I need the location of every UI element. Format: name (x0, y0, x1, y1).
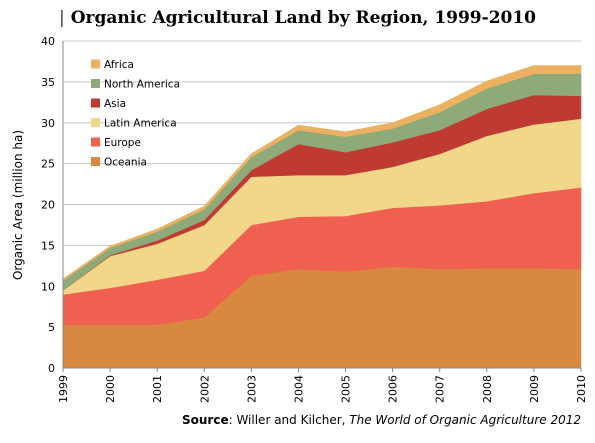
legend-swatch (91, 79, 100, 88)
y-tick-label: 0 (48, 362, 55, 375)
axes: 0 5 10 15 20 25 30 35 40 1999 2000 2001 2002 2003 2004… (41, 35, 588, 403)
x-tick-label: 1999 (57, 375, 70, 403)
y-tick-label: 25 (41, 158, 55, 171)
stacked-areas (62, 65, 582, 369)
y-tick-label: 15 (41, 239, 55, 252)
source-note: Source: Willer and Kilcher, The World of… (181, 413, 581, 427)
title-separator: | (58, 8, 65, 28)
x-tick-label: 2002 (198, 375, 211, 403)
title-text: Organic Agricultural Land by Region, 199… (70, 8, 537, 28)
source-publication: The World of Organic Agriculture 2012 (349, 413, 581, 427)
legend-swatch (91, 98, 100, 108)
area-africa (62, 65, 582, 282)
legend-swatch (91, 137, 100, 147)
legend-swatch (91, 59, 100, 69)
source-authors: Willer and Kilcher, (236, 413, 350, 427)
x-tick-label: 2003 (245, 375, 258, 403)
x-tick-label: 2005 (340, 375, 353, 403)
x-tick-label: 2001 (151, 375, 164, 403)
y-tick-label: 20 (41, 199, 55, 212)
chart-title: | Organic Agricultural Land by Region, 19… (0, 8, 595, 28)
x-tick-label: 2008 (481, 375, 494, 403)
x-tick-label: 2010 (575, 375, 588, 403)
legend-label: North America (104, 79, 180, 91)
legend-swatch (91, 118, 100, 127)
legend-label: Europe (104, 137, 141, 149)
legend: Africa North America Asia Latin America Euro… (91, 59, 180, 169)
y-tick-label: 10 (41, 280, 55, 293)
legend-label: Oceania (104, 157, 147, 169)
x-tick-label: 2007 (434, 375, 447, 403)
legend-label: Africa (104, 59, 134, 71)
x-tick-label: 2006 (387, 375, 400, 403)
legend-label: Asia (104, 98, 126, 110)
legend-label: Latin America (104, 118, 177, 130)
legend-swatch (91, 157, 100, 166)
y-tick-label: 30 (41, 117, 55, 130)
y-tick-label: 40 (41, 35, 55, 48)
source-label: Source (181, 413, 229, 427)
x-tick-label: 2004 (292, 375, 305, 403)
y-axis-label: Organic Area (million ha) (11, 130, 25, 280)
y-tick-label: 5 (48, 321, 55, 334)
x-tick-label: 2009 (528, 375, 541, 403)
x-tick-label: 2000 (104, 375, 117, 403)
y-tick-label: 35 (41, 76, 55, 89)
